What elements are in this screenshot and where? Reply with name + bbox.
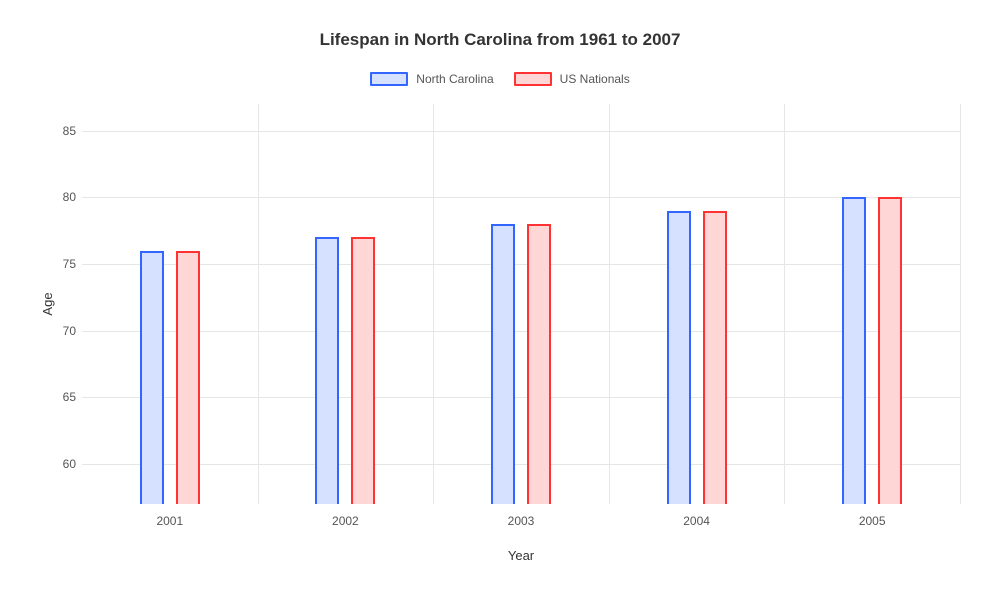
bar-north-carolina <box>667 211 691 504</box>
y-gridline <box>82 397 960 398</box>
bar-us-nationals <box>878 197 902 504</box>
y-axis-label: Age <box>40 292 55 315</box>
y-tick-label: 85 <box>48 124 76 138</box>
y-gridline <box>82 264 960 265</box>
legend: North Carolina US Nationals <box>30 72 970 86</box>
legend-label-us: US Nationals <box>560 72 630 86</box>
x-tick-label: 2005 <box>859 514 886 528</box>
bar-north-carolina <box>315 237 339 504</box>
y-tick-label: 75 <box>48 257 76 271</box>
bar-north-carolina <box>491 224 515 504</box>
x-gridline <box>960 104 961 504</box>
y-gridline <box>82 197 960 198</box>
legend-label-nc: North Carolina <box>416 72 493 86</box>
chart-container: Lifespan in North Carolina from 1961 to … <box>0 0 1000 600</box>
bar-north-carolina <box>842 197 866 504</box>
x-axis-label: Year <box>82 548 960 563</box>
x-tick-label: 2003 <box>508 514 535 528</box>
y-tick-label: 60 <box>48 457 76 471</box>
chart-title: Lifespan in North Carolina from 1961 to … <box>30 30 970 50</box>
bar-us-nationals <box>351 237 375 504</box>
x-gridline <box>433 104 434 504</box>
x-gridline <box>258 104 259 504</box>
plot-area: Age 60657075808520012002200320042005 <box>82 104 960 504</box>
y-tick-label: 70 <box>48 324 76 338</box>
x-gridline <box>784 104 785 504</box>
y-tick-label: 80 <box>48 190 76 204</box>
x-gridline <box>609 104 610 504</box>
y-gridline <box>82 331 960 332</box>
bar-north-carolina <box>140 251 164 504</box>
legend-item-us: US Nationals <box>514 72 630 86</box>
x-tick-label: 2004 <box>683 514 710 528</box>
legend-swatch-us <box>514 72 552 86</box>
bar-us-nationals <box>176 251 200 504</box>
x-tick-label: 2002 <box>332 514 359 528</box>
legend-item-nc: North Carolina <box>370 72 493 86</box>
bar-us-nationals <box>703 211 727 504</box>
y-gridline <box>82 131 960 132</box>
x-tick-label: 2001 <box>156 514 183 528</box>
plot-inner: 60657075808520012002200320042005 <box>82 104 960 504</box>
legend-swatch-nc <box>370 72 408 86</box>
y-gridline <box>82 464 960 465</box>
bar-us-nationals <box>527 224 551 504</box>
y-tick-label: 65 <box>48 390 76 404</box>
